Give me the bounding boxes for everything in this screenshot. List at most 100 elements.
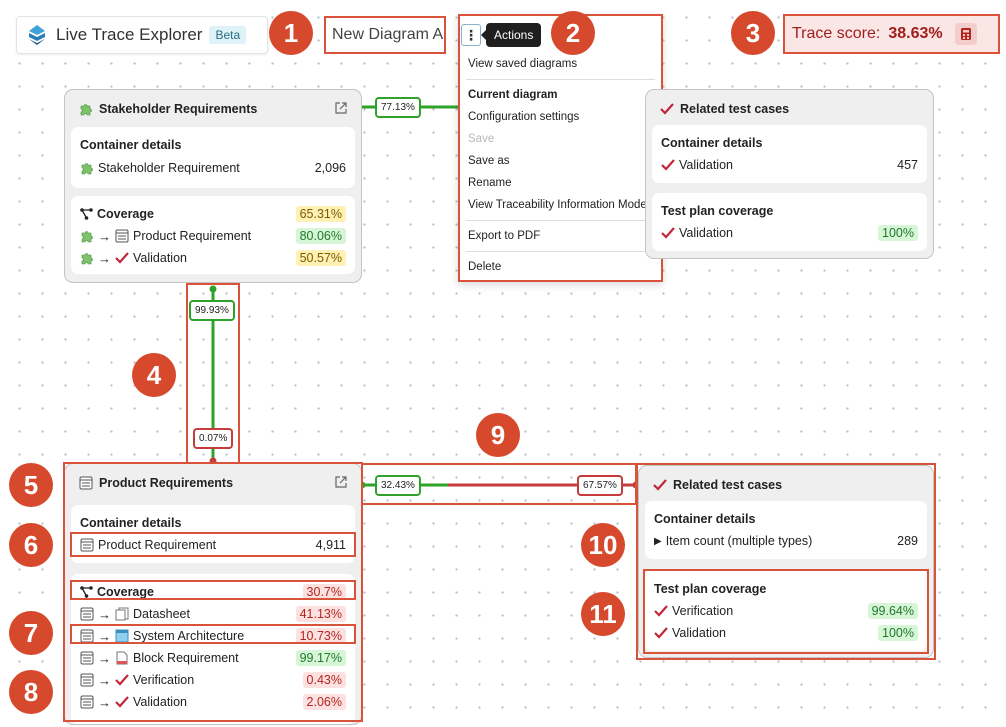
open-external-icon[interactable] (335, 102, 347, 117)
row-value: 50.57% (295, 250, 346, 266)
node-title-text: Stakeholder Requirements (99, 102, 258, 116)
caret-right-icon[interactable]: ▶ (654, 535, 662, 547)
kebab-icon: ⋮ (464, 27, 478, 43)
node-title: Stakeholder Requirements (79, 102, 257, 116)
puzzle-icon (81, 253, 93, 265)
list-item: Validation 457 (661, 155, 918, 175)
row-label: Product Requirement (133, 229, 252, 243)
item-count: 4,911 (315, 538, 346, 552)
calculator-icon[interactable] (954, 23, 977, 45)
puzzle-icon (80, 104, 92, 116)
row-value: 99.17% (295, 650, 346, 666)
test-plan-coverage-panel: Test plan coverage Validation 100% (652, 193, 927, 251)
trace-score-label: Trace score: (792, 25, 881, 42)
item-label: Stakeholder Requirement (98, 161, 240, 175)
diagram-name-field[interactable]: New Diagram A (324, 16, 446, 54)
row-value: 10.73% (295, 628, 346, 644)
checkmark-icon (654, 627, 668, 639)
stakeholder-requirements-node[interactable]: Stakeholder Requirements Container detai… (64, 89, 362, 283)
app-title: Live Trace Explorer (56, 25, 203, 44)
edge-coverage-badge[interactable]: 67.57% (577, 475, 623, 496)
coverage-row[interactable]: → Validation 50.57% (80, 248, 346, 268)
edge-coverage-badge[interactable]: 99.93% (189, 300, 235, 321)
menu-separator (466, 251, 655, 252)
item-count: 289 (897, 534, 918, 548)
row-label: Validation (679, 226, 733, 240)
datasheet-icon (115, 607, 129, 621)
network-icon (80, 586, 93, 598)
callout-4: 4 (132, 353, 176, 397)
item-label: Validation (679, 158, 733, 172)
node-title: Related test cases (653, 478, 782, 492)
coverage-value: 65.31% (295, 206, 346, 222)
arrow-right-icon: → (98, 250, 111, 266)
menu-item-export-pdf[interactable]: Export to PDF (468, 230, 541, 242)
puzzle-icon (81, 231, 93, 243)
coverage-row[interactable]: Verification 99.64% (654, 601, 918, 621)
row-label: Validation (672, 626, 726, 640)
node-title-text: Product Requirements (99, 476, 234, 490)
coverage-header: Coverage 65.31% (80, 204, 346, 224)
menu-item-configuration-settings[interactable]: Configuration settings (468, 111, 580, 123)
row-value: 100% (878, 625, 918, 641)
document-list-icon (80, 673, 94, 687)
callout-9: 9 (476, 413, 520, 457)
product-node-highlight (63, 462, 363, 722)
menu-item-save[interactable]: Save (468, 133, 495, 145)
coverage-row[interactable]: → Validation 2.06% (80, 692, 346, 712)
item-count: 2,096 (314, 161, 346, 175)
actions-tooltip: Actions (480, 23, 542, 47)
coverage-label: Coverage (97, 207, 154, 221)
coverage-row[interactable]: → Block Requirement 99.17% (80, 648, 346, 668)
related-test-cases-node-bottom[interactable]: Related test cases Container details ▶ I… (638, 465, 934, 658)
document-list-icon (80, 538, 94, 552)
menu-separator (466, 79, 655, 80)
edge-coverage-badge[interactable]: 77.13% (375, 97, 421, 118)
menu-item-save-as[interactable]: Save as (468, 155, 510, 167)
expandable-item[interactable]: ▶ Item count (multiple types) 289 (654, 531, 918, 551)
coverage-row[interactable]: → Verification 0.43% (80, 670, 346, 690)
menu-item-view-saved-diagrams[interactable]: View saved diagrams (468, 58, 578, 70)
open-external-icon[interactable] (335, 476, 347, 491)
menu-item-view-tim[interactable]: View Traceability Information Model (468, 199, 650, 211)
row-label: Block Requirement (133, 651, 239, 665)
callout-1: 1 (269, 11, 313, 55)
related-test-cases-node-top[interactable]: Related test cases Container details Val… (645, 89, 934, 259)
menu-item-rename[interactable]: Rename (468, 177, 512, 189)
trace-score[interactable]: Trace score: 38.63% (783, 14, 1000, 54)
edge-coverage-badge[interactable]: 32.43% (375, 475, 421, 496)
container-details-label: Container details (661, 136, 763, 150)
list-item: Product Requirement 4,911 (80, 535, 346, 555)
row-label: Validation (133, 251, 187, 265)
document-list-icon (79, 476, 93, 490)
logo-icon (29, 25, 45, 45)
coverage-row[interactable]: → System Architecture 10.73% (80, 626, 346, 646)
row-value: 0.43% (302, 672, 346, 688)
network-icon (80, 208, 93, 220)
coverage-row[interactable]: → Datasheet 41.13% (80, 604, 346, 624)
edge-coverage-badge[interactable]: 0.07% (193, 428, 234, 449)
system-architecture-highlight (70, 624, 356, 644)
callout-5: 5 (9, 463, 53, 507)
item-label: Product Requirement (98, 538, 217, 552)
coverage-row[interactable]: Validation 100% (654, 623, 918, 643)
coverage-row[interactable]: Validation 100% (661, 223, 918, 243)
product-requirements-node[interactable]: Product Requirements Container details P… (64, 463, 362, 725)
coverage-header: Coverage 30.7% (80, 582, 346, 602)
arrow-right-icon: → (98, 628, 111, 644)
checkmark-icon (660, 103, 674, 115)
container-details-panel: Container details ▶ Item count (multiple… (645, 501, 927, 559)
callout-8: 8 (9, 670, 53, 714)
trace-score-value: 38.63% (888, 25, 943, 42)
node-title: Related test cases (660, 102, 789, 116)
arrow-right-icon: → (98, 650, 111, 666)
coverage-row[interactable]: → Product Requirement 80.06% (80, 226, 346, 246)
related-node-highlight (636, 463, 936, 660)
row-value: 100% (878, 225, 918, 241)
callout-11: 11 (581, 592, 625, 636)
actions-kebab-button[interactable]: ⋮ (461, 24, 481, 46)
checkmark-icon (115, 252, 129, 264)
row-value: 80.06% (295, 228, 346, 244)
menu-item-delete[interactable]: Delete (468, 261, 502, 273)
coverage-value: 30.7% (302, 584, 346, 600)
